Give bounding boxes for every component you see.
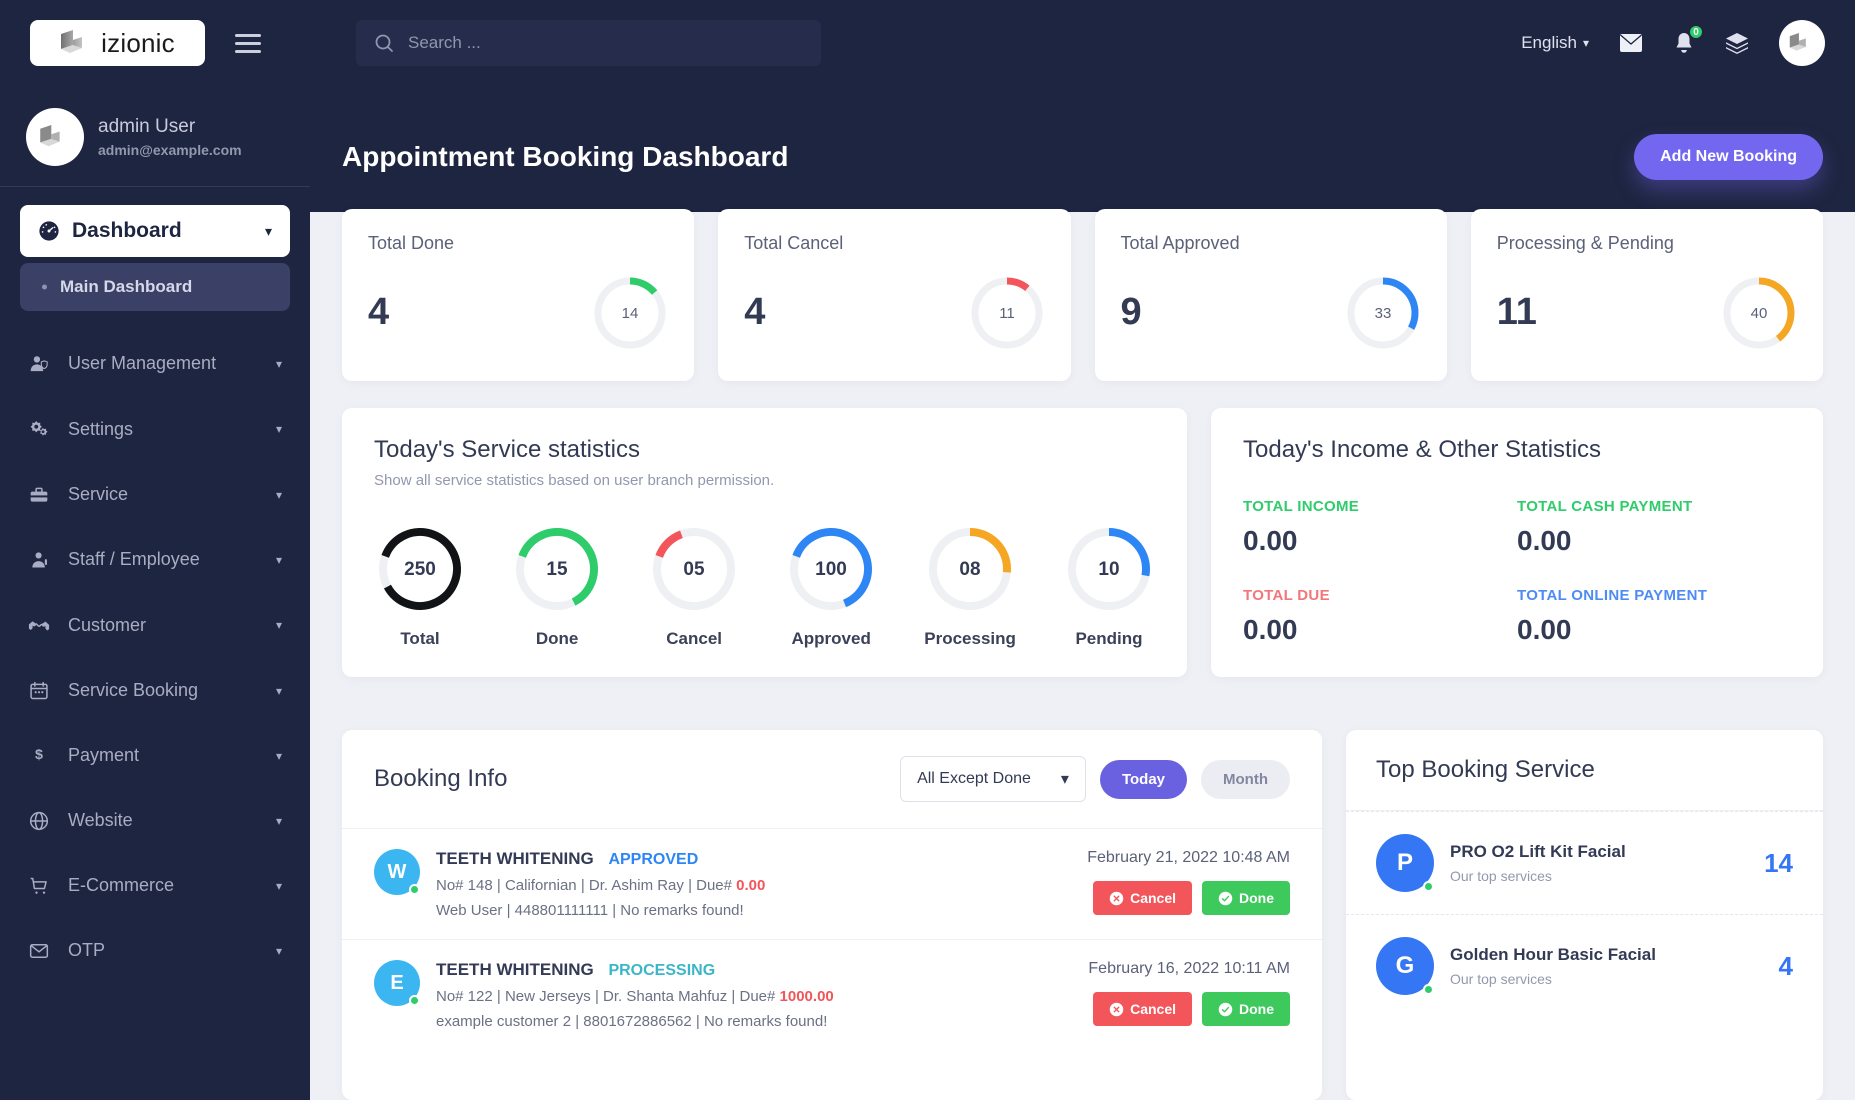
svg-text:100: 100: [815, 559, 847, 580]
svg-text:14: 14: [622, 305, 639, 322]
svg-text:250: 250: [404, 559, 436, 580]
svg-text:33: 33: [1374, 305, 1391, 322]
svg-text:15: 15: [546, 559, 568, 580]
svg-text:$: $: [35, 746, 43, 762]
svg-text:11: 11: [999, 305, 1015, 322]
svg-text:40: 40: [1751, 305, 1768, 322]
svg-text:08: 08: [960, 559, 981, 580]
svg-text:05: 05: [684, 559, 706, 580]
svg-text:10: 10: [1098, 559, 1119, 580]
